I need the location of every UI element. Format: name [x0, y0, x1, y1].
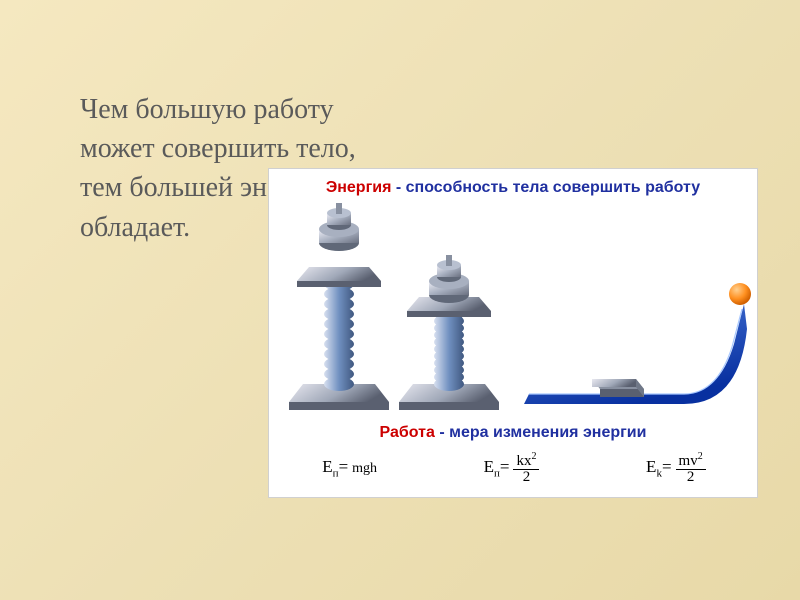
spring-system-right [399, 255, 499, 410]
spring-system-left [289, 203, 389, 410]
f2-sup: 2 [531, 451, 536, 462]
formulas-row: Eп= mgh Eп= kx2 2 Ek= mv2 2 [269, 452, 759, 485]
f3-sub: k [656, 468, 662, 480]
f2-label: E [484, 457, 494, 476]
f1-sub: п [333, 468, 339, 480]
f2-num: kx [516, 453, 531, 469]
formula-kinetic: Ek= mv2 2 [646, 452, 706, 485]
f1-label: E [322, 457, 332, 476]
formula-potential-spring: Eп= kx2 2 [484, 452, 540, 485]
diagram-svg [269, 169, 759, 499]
f2-den: 2 [520, 470, 534, 485]
diagram-panel: Энергия - способность тела совершить раб… [268, 168, 758, 498]
subtitle-rest: - мера изменения энергии [435, 424, 647, 441]
f3-label: E [646, 457, 656, 476]
f3-num: mv [679, 453, 698, 469]
formula-potential-height: Eп= mgh [322, 452, 377, 485]
f3-sup: 2 [698, 451, 703, 462]
panel-subtitle: Работа - мера изменения энергии [269, 424, 757, 442]
ramp-system [524, 283, 751, 404]
f1-rhs: mgh [352, 461, 377, 477]
f2-sub: п [494, 468, 500, 480]
f3-den: 2 [684, 470, 698, 485]
subtitle-work: Работа [380, 424, 435, 441]
